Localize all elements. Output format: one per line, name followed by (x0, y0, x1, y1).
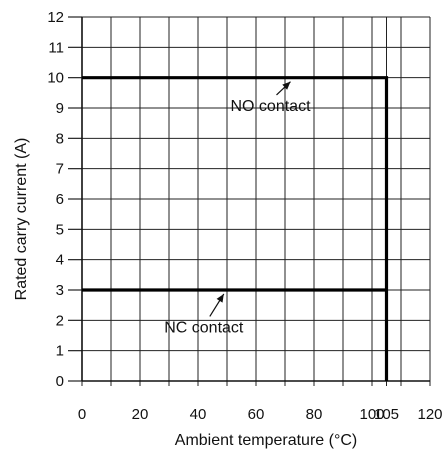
y-tick-label: 11 (48, 39, 64, 56)
y-tick-label: 4 (56, 252, 64, 269)
y-axis-label: Rated carry current (A) (13, 138, 30, 301)
grid-lines (68, 16, 431, 386)
annotations: NO contact NC contact (164, 81, 311, 336)
annotation-arrowhead (282, 81, 291, 90)
y-tick-label: 8 (56, 130, 64, 147)
y-tick-label: 12 (47, 9, 64, 26)
x-tick-label: 0 (78, 406, 86, 423)
y-tick-label: 1 (56, 343, 64, 360)
series-line (82, 76, 389, 381)
y-tick-label: 5 (56, 221, 64, 238)
y-tick-label: 3 (56, 282, 64, 299)
annotation-arrowhead (216, 294, 224, 303)
x-tick-label: 105 (374, 406, 399, 423)
x-axis-label: Ambient temperature (°C) (175, 432, 357, 449)
y-tick-label: 0 (56, 373, 64, 390)
y-tick-label: 7 (56, 161, 64, 178)
annotation-label: NC contact (164, 319, 244, 336)
x-tick-label: 100 (359, 406, 384, 423)
x-tick-label: 80 (306, 406, 323, 423)
x-tick-label: 60 (248, 406, 265, 423)
y-tick-label: 9 (56, 100, 64, 117)
x-tick-label: 40 (190, 406, 207, 423)
y-tick-label: 6 (56, 191, 64, 208)
x-tick-label: 120 (417, 406, 442, 423)
series-lines (82, 76, 389, 381)
y-tick-label: 10 (47, 70, 64, 87)
y-tick-label: 2 (56, 312, 64, 329)
annotation-label: NO contact (230, 98, 311, 115)
x-tick-label: 20 (132, 406, 149, 423)
